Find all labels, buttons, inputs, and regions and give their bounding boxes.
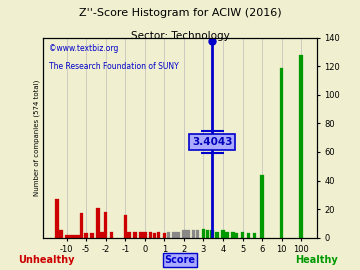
Bar [96,208,100,238]
Bar [221,231,225,238]
Bar [235,233,238,238]
Bar [65,235,68,238]
Bar [77,235,80,238]
Bar [247,233,250,238]
Bar [68,235,71,238]
Bar [59,231,63,238]
Bar [260,175,264,238]
Bar [300,55,303,238]
Bar [225,232,229,238]
Bar [127,232,131,238]
Text: Sector: Technology: Sector: Technology [131,31,229,41]
Text: Score: Score [165,255,195,265]
Bar [133,232,137,238]
Bar [172,232,176,238]
Bar [176,232,180,238]
Bar [80,213,83,238]
Bar [241,232,244,238]
Y-axis label: Number of companies (574 total): Number of companies (574 total) [34,79,40,196]
Bar [143,232,147,238]
Bar [139,232,143,238]
Bar [110,232,113,238]
Bar [85,233,88,238]
Bar [157,232,160,238]
Bar [163,233,166,238]
Bar [71,235,74,238]
Text: Healthy: Healthy [296,255,338,265]
Bar [192,231,195,238]
Bar [167,232,170,238]
Bar [215,232,219,238]
Bar [104,212,108,238]
Text: Z''-Score Histogram for ACIW (2016): Z''-Score Histogram for ACIW (2016) [79,8,281,18]
Bar [153,233,156,238]
Bar [182,231,186,238]
Bar [74,235,77,238]
Text: The Research Foundation of SUNY: The Research Foundation of SUNY [49,62,179,71]
Bar [206,231,209,238]
Bar [55,199,59,238]
Bar [202,229,205,238]
Text: Unhealthy: Unhealthy [19,255,75,265]
Bar [186,231,190,238]
Bar [231,232,234,238]
Text: ©www.textbiz.org: ©www.textbiz.org [49,44,118,53]
Bar [149,232,152,238]
Bar [123,215,127,238]
Bar [90,233,94,238]
Bar [252,233,256,238]
Text: 3.4043: 3.4043 [192,137,233,147]
Bar [280,68,283,238]
Bar [100,232,104,238]
Bar [196,231,199,238]
Bar [211,231,214,238]
